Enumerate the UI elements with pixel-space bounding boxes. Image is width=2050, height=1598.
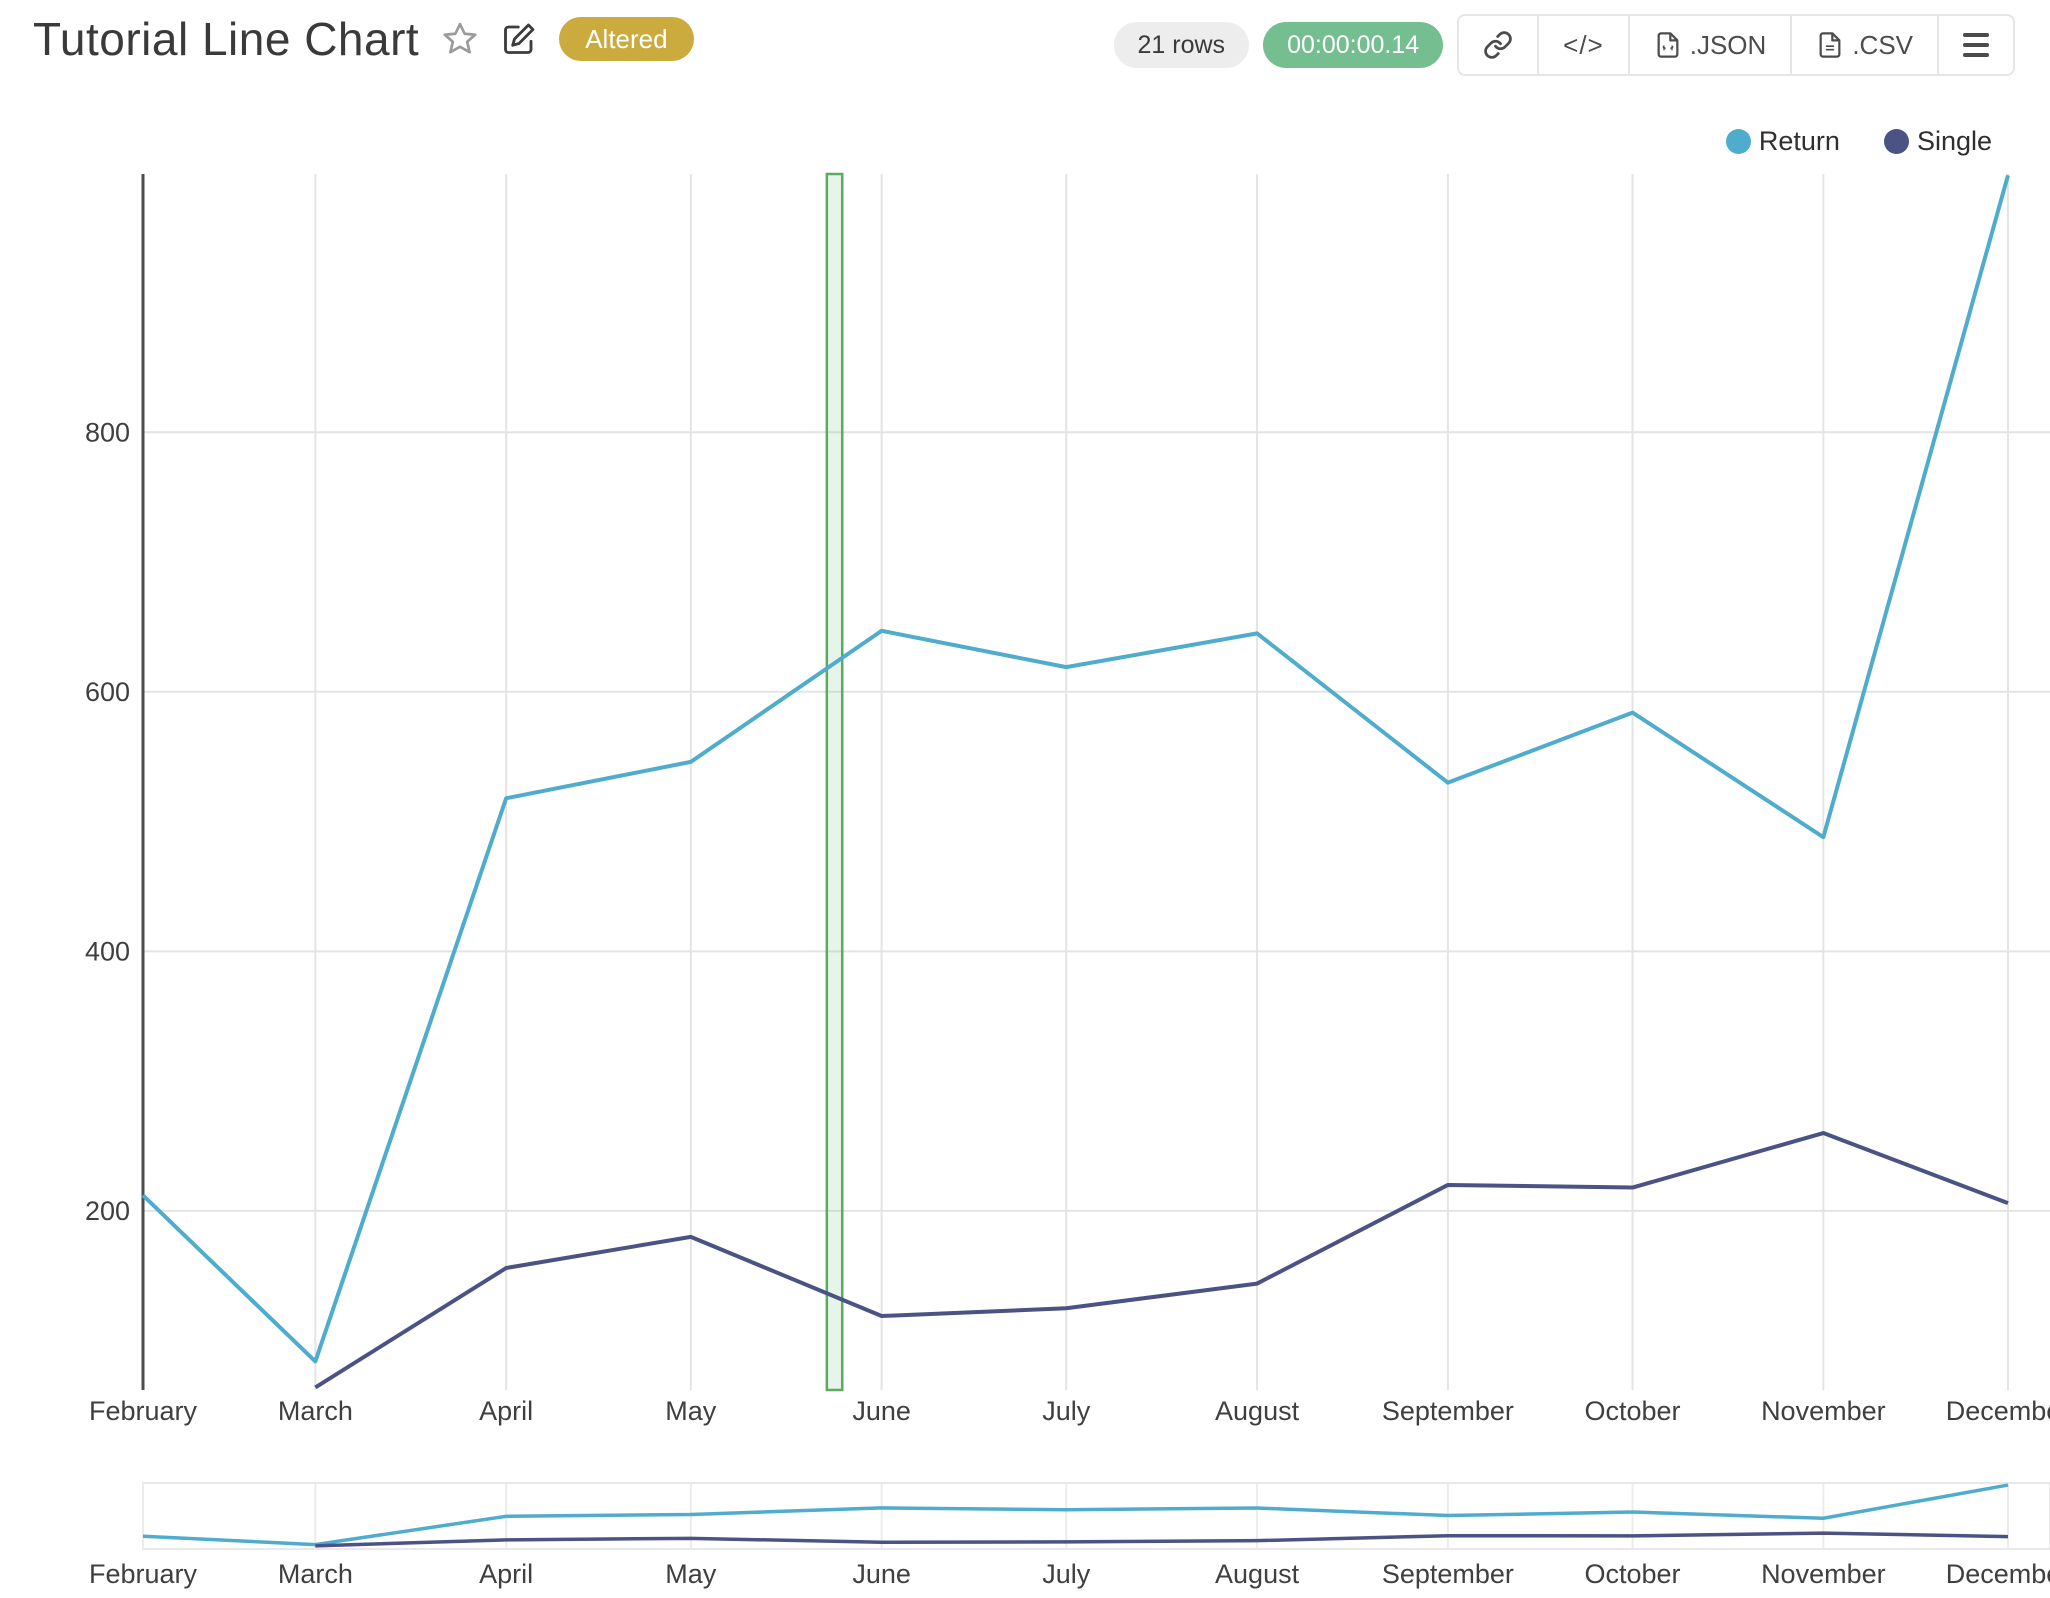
x-tick-label-October: October bbox=[1585, 1396, 1681, 1426]
json-file-icon bbox=[1657, 32, 1679, 58]
mini-x-label-February: February bbox=[89, 1559, 198, 1589]
mini-x-label-July: July bbox=[1042, 1559, 1091, 1589]
toolbar: 21 rows 00:00:00.14 </> .JSON bbox=[1113, 14, 2015, 76]
mini-x-label-June: June bbox=[852, 1559, 911, 1589]
single-series-label: Single bbox=[1916, 126, 1992, 156]
return-series-dot bbox=[1725, 129, 1751, 154]
menu-button[interactable] bbox=[1939, 16, 2013, 74]
mini-x-label-October: October bbox=[1585, 1559, 1681, 1589]
query-duration-badge: 00:00:00.14 bbox=[1263, 22, 1444, 68]
link-icon bbox=[1484, 31, 1512, 59]
altered-badge: Altered bbox=[559, 17, 694, 61]
mini-x-label-December: December bbox=[1946, 1559, 2050, 1589]
mini-x-label-September: September bbox=[1382, 1559, 1514, 1589]
x-tick-label-April: April bbox=[479, 1396, 533, 1426]
edit-name-button[interactable] bbox=[501, 21, 537, 57]
chart-legend: Return Single bbox=[1725, 126, 1992, 157]
x-tick-label-June: June bbox=[852, 1396, 911, 1426]
y-tick-label-800: 800 bbox=[85, 417, 130, 447]
mini-x-label-August: August bbox=[1215, 1559, 1300, 1589]
legend-item-return[interactable]: Return bbox=[1725, 126, 1840, 157]
mini-return-line bbox=[142, 1483, 2009, 1547]
header: Tutorial Line Chart Altered bbox=[33, 12, 694, 66]
main-grid: 200 400 600 800 bbox=[85, 174, 2050, 1390]
embed-code-button[interactable]: </> bbox=[1539, 16, 1630, 74]
row-count-badge: 21 rows bbox=[1113, 22, 1250, 68]
csv-label: .CSV bbox=[1852, 29, 1913, 60]
return-series-label: Return bbox=[1758, 126, 1840, 156]
mini-x-label-March: March bbox=[278, 1559, 353, 1589]
x-tick-label-August: August bbox=[1215, 1396, 1300, 1426]
x-tick-label-May: May bbox=[665, 1396, 717, 1426]
y-tick-label-400: 400 bbox=[85, 936, 130, 966]
x-tick-label-March: March bbox=[278, 1396, 353, 1426]
favorite-star-button[interactable] bbox=[441, 20, 479, 58]
x-tick-label-February: February bbox=[89, 1396, 198, 1426]
edit-pencil-icon bbox=[504, 23, 535, 54]
download-json-button[interactable]: .JSON bbox=[1630, 16, 1793, 74]
csv-file-icon bbox=[1819, 32, 1841, 58]
legend-item-single[interactable]: Single bbox=[1883, 126, 1992, 157]
range-slider[interactable]: February March April May June July August Septe… bbox=[89, 1482, 2050, 1589]
page-title: Tutorial Line Chart bbox=[33, 13, 420, 65]
single-series-dot bbox=[1883, 129, 1909, 154]
annotation-band bbox=[825, 172, 844, 1392]
star-icon bbox=[443, 22, 477, 54]
json-label: .JSON bbox=[1689, 29, 1767, 60]
x-tick-label-December: December bbox=[1946, 1396, 2050, 1426]
mini-x-label-April: April bbox=[479, 1559, 533, 1589]
single-series-line bbox=[314, 1131, 2009, 1390]
y-tick-label-200: 200 bbox=[85, 1196, 130, 1226]
mini-x-label-November: November bbox=[1761, 1559, 1886, 1589]
hamburger-menu-icon bbox=[1963, 33, 1989, 57]
export-button-group: </> .JSON .CSV bbox=[1457, 14, 2015, 76]
download-csv-button[interactable]: .CSV bbox=[1792, 16, 1939, 74]
share-link-button[interactable] bbox=[1459, 16, 1540, 74]
x-tick-label-November: November bbox=[1761, 1396, 1886, 1426]
code-icon: </> bbox=[1563, 29, 1604, 60]
mini-single-line bbox=[315, 1531, 2009, 1548]
y-tick-label-600: 600 bbox=[85, 677, 130, 707]
return-series-line bbox=[141, 174, 2010, 1364]
x-tick-label-July: July bbox=[1042, 1396, 1091, 1426]
mini-x-label-May: May bbox=[665, 1559, 717, 1589]
x-tick-label-September: September bbox=[1382, 1396, 1514, 1426]
